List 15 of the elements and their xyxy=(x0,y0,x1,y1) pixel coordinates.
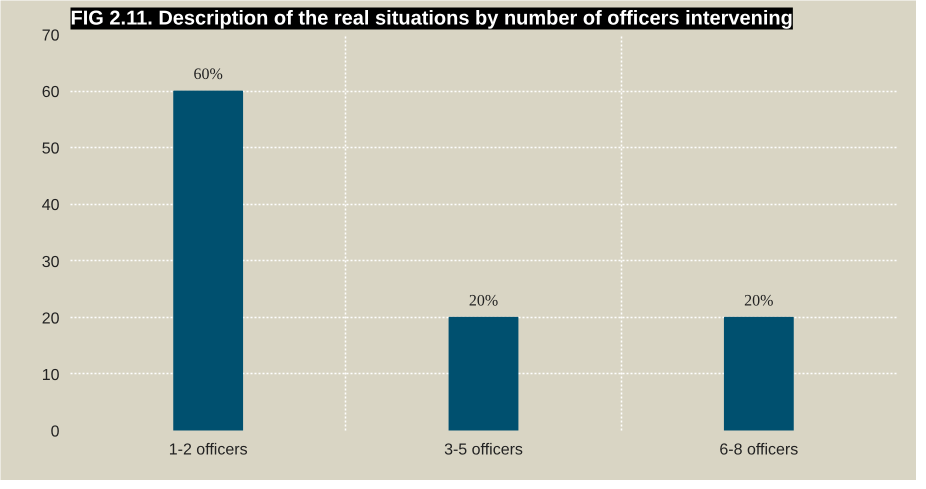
y-tick-label: 10 xyxy=(42,366,60,384)
y-tick-label: 30 xyxy=(42,254,60,271)
data-label: 20% xyxy=(468,292,498,310)
y-tick-label: 60 xyxy=(42,84,60,102)
y-tick-label: 0 xyxy=(50,424,60,440)
x-tick-label: 6-8 officers xyxy=(719,442,798,458)
data-label: 20% xyxy=(744,292,774,310)
chart-title: FIG 2.11. Description of the real situations by number of officers intervening xyxy=(70,8,793,30)
data-label: 60% xyxy=(194,66,223,84)
x-tick-label: 1-2 officers xyxy=(168,442,248,458)
y-tick-label: 40 xyxy=(42,197,60,214)
y-tick-label: 70 xyxy=(42,28,60,44)
y-tick-label: 50 xyxy=(42,140,60,158)
x-tick-label: 3-5 officers xyxy=(444,442,523,458)
y-tick-label: 20 xyxy=(42,310,60,328)
